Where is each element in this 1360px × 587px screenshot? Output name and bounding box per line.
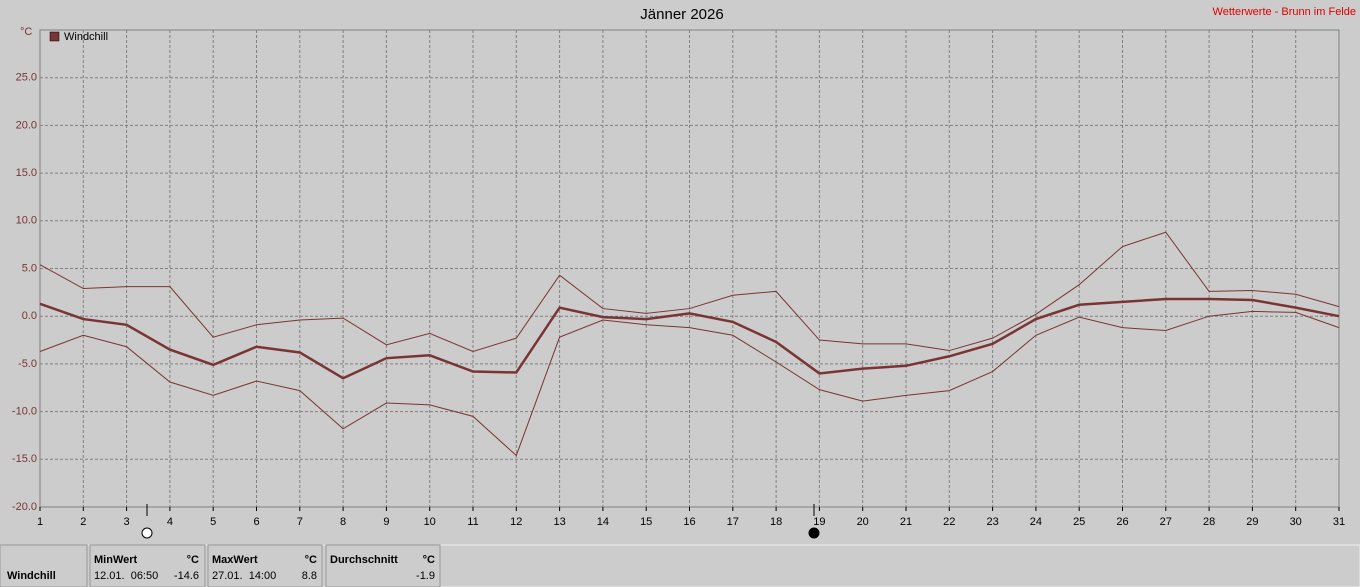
max-unit: °C xyxy=(305,554,317,566)
y-unit: °C xyxy=(20,26,32,38)
series-line xyxy=(39,297,1340,380)
summary-bar xyxy=(0,544,1360,587)
summary-cell xyxy=(325,544,441,587)
new-moon xyxy=(808,527,820,539)
max-value: 8.8 xyxy=(302,570,317,582)
x-tick-label: 12 xyxy=(510,516,522,528)
x-tick-label: 14 xyxy=(597,516,609,528)
y-tick-label: 0.0 xyxy=(22,310,37,322)
x-tick-label: 29 xyxy=(1246,516,1258,528)
x-tick-label: 18 xyxy=(770,516,782,528)
x-tick-label: 2 xyxy=(80,516,86,528)
x-tick-label: 15 xyxy=(640,516,652,528)
min-unit: °C xyxy=(187,554,199,566)
series-line xyxy=(39,310,1340,457)
source: Wetterwerte - Brunn im Felde xyxy=(1213,6,1356,18)
summary-cell xyxy=(0,544,88,587)
series-line xyxy=(39,231,1340,353)
summary-label: Windchill xyxy=(7,570,56,582)
min-header: MinWert xyxy=(94,554,138,566)
x-tick-label: 31 xyxy=(1333,516,1345,528)
full-moon xyxy=(141,527,153,539)
summary: Windchill MinWert °C 12.01. 06:50 -14.6 … xyxy=(0,544,1360,587)
max-time: 27.01. 14:00 xyxy=(212,570,276,582)
y-tick-label: 25.0 xyxy=(16,72,37,84)
summary-cell xyxy=(89,544,206,587)
mean-value: -1.9 xyxy=(416,570,435,582)
mean-unit: °C xyxy=(423,554,435,566)
x-tick-label: 13 xyxy=(553,516,565,528)
y-tick-label: 5.0 xyxy=(22,262,37,274)
x-tick-label: 26 xyxy=(1116,516,1128,528)
plot xyxy=(39,30,1340,508)
min-time: 12.01. 06:50 xyxy=(94,570,158,582)
x-tick-label: 19 xyxy=(813,516,825,528)
x-tick-label: 10 xyxy=(424,516,436,528)
y-tick-label: -10.0 xyxy=(12,406,37,418)
x-tick-label: 5 xyxy=(210,516,216,528)
x-tick-label: 3 xyxy=(124,516,130,528)
legend-label: Windchill xyxy=(64,31,108,43)
x-tick-label: 24 xyxy=(1030,516,1042,528)
x-tick-label: 8 xyxy=(340,516,346,528)
x-tick-label: 20 xyxy=(857,516,869,528)
x-tick-label: 7 xyxy=(297,516,303,528)
x-tick-label: 22 xyxy=(943,516,955,528)
x-tick-label: 25 xyxy=(1073,516,1085,528)
x-tick-label: 21 xyxy=(900,516,912,528)
x-tick-label: 1 xyxy=(37,516,43,528)
x-tick-label: 28 xyxy=(1203,516,1215,528)
x-tick-label: 30 xyxy=(1290,516,1302,528)
y-tick-label: -20.0 xyxy=(12,501,37,513)
x-tick-label: 27 xyxy=(1160,516,1172,528)
x-tick-label: 6 xyxy=(253,516,259,528)
y-tick-label: -5.0 xyxy=(18,358,37,370)
x-tick-label: 11 xyxy=(467,516,478,528)
y-tick-label: -15.0 xyxy=(12,453,37,465)
x-tick-label: 17 xyxy=(727,516,739,528)
x-tick-label: 16 xyxy=(683,516,695,528)
chart-title: Jänner 2026 xyxy=(640,6,723,23)
max-header: MaxWert xyxy=(212,554,258,566)
y-tick-label: 20.0 xyxy=(16,119,37,131)
y-tick-label: 10.0 xyxy=(16,215,37,227)
x-tick-label: 23 xyxy=(986,516,998,528)
y-tick-label: 15.0 xyxy=(16,167,37,179)
legend-swatch xyxy=(49,31,60,42)
mean-header: Durchschnitt xyxy=(330,554,398,566)
summary-cell xyxy=(207,544,323,587)
x-tick-label: 9 xyxy=(383,516,389,528)
min-value: -14.6 xyxy=(174,570,199,582)
x-tick-label: 4 xyxy=(167,516,173,528)
